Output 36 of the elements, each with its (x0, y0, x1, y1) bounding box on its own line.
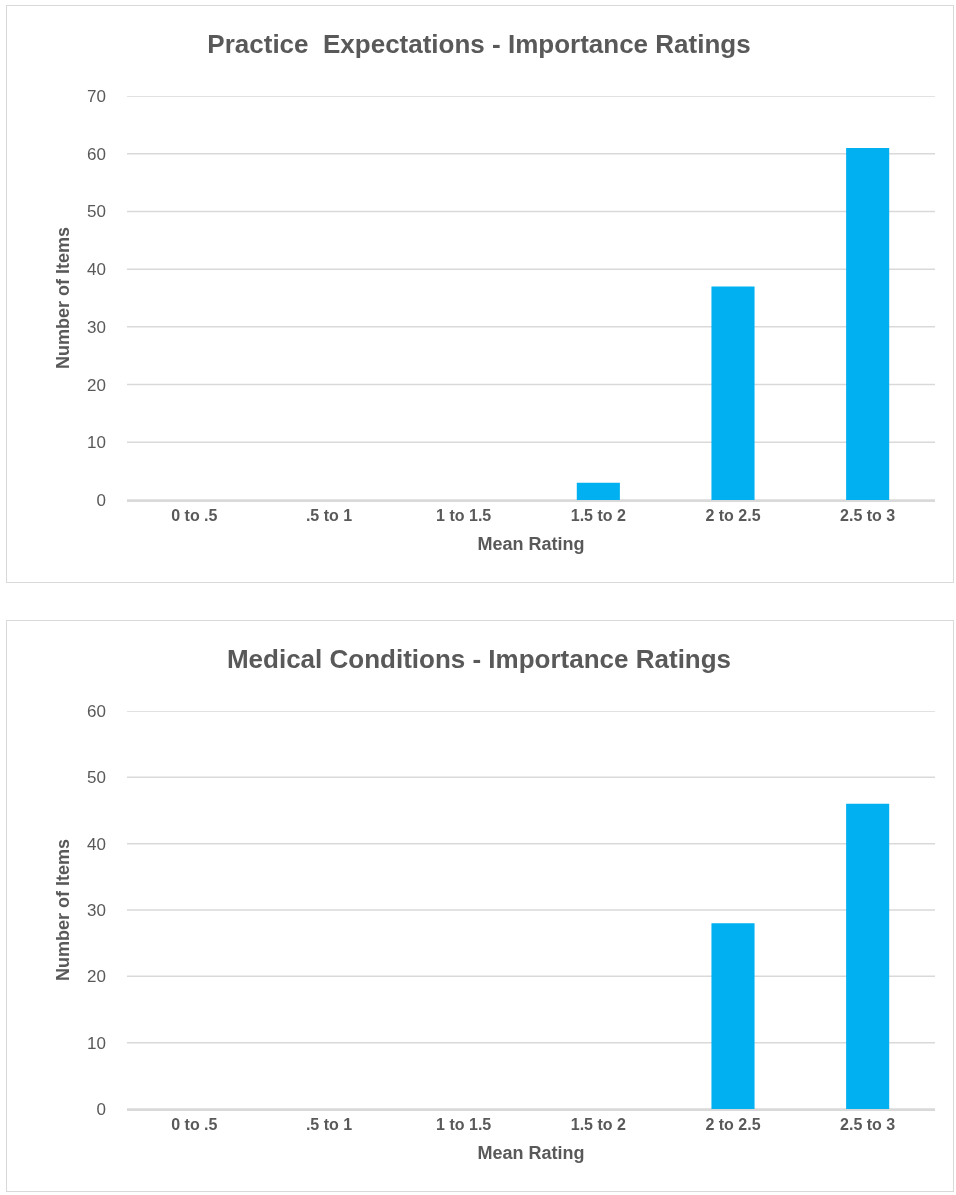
y-axis-title: Number of Items (53, 838, 74, 982)
x-tick-label: 0 to .5 (171, 1115, 218, 1133)
y-tick-label: 10 (87, 433, 106, 453)
x-tick-label: 2 to 2.5 (705, 506, 761, 524)
y-axis-title: Number of Items (53, 226, 74, 370)
y-tick-label: 0 (96, 1099, 106, 1119)
x-tick-label: 2.5 to 3 (840, 1115, 896, 1133)
x-tick-label: .5 to 1 (305, 1115, 353, 1133)
y-tick-label: 40 (87, 834, 106, 854)
y-tick-label: 20 (87, 375, 106, 395)
x-tick-label: 1 to 1.5 (436, 506, 492, 524)
y-tick-label: 0 (96, 490, 106, 510)
bar (576, 482, 620, 500)
y-tick-label: 70 (87, 86, 106, 106)
x-axis-title: Mean Rating (477, 1142, 585, 1163)
chart-title: Medical Conditions - Importance Ratings (226, 643, 732, 674)
y-tick-label: 60 (87, 701, 106, 721)
x-tick-label: 0 to .5 (171, 506, 218, 524)
x-tick-label: 1.5 to 2 (570, 1115, 626, 1133)
x-axis-title: Mean Rating (477, 533, 585, 554)
x-tick-label: 1 to 1.5 (436, 1115, 492, 1133)
x-tick-label: .5 to 1 (305, 506, 353, 524)
y-tick-label: 50 (87, 768, 106, 788)
y-tick-label: 50 (87, 202, 106, 222)
x-tick-label: 2 to 2.5 (705, 1115, 761, 1133)
chart-title: Practice Expectations - Importance Ratings (207, 28, 751, 59)
x-tick-label: 2.5 to 3 (840, 506, 896, 524)
x-tick-label: 1.5 to 2 (570, 506, 626, 524)
y-tick-label: 30 (87, 900, 106, 920)
y-tick-label: 20 (87, 967, 106, 987)
y-tick-label: 60 (87, 144, 106, 164)
y-tick-label: 40 (87, 260, 106, 280)
y-tick-label: 30 (87, 317, 106, 337)
y-tick-label: 10 (87, 1033, 106, 1053)
bar (711, 286, 755, 500)
bar (846, 147, 890, 500)
